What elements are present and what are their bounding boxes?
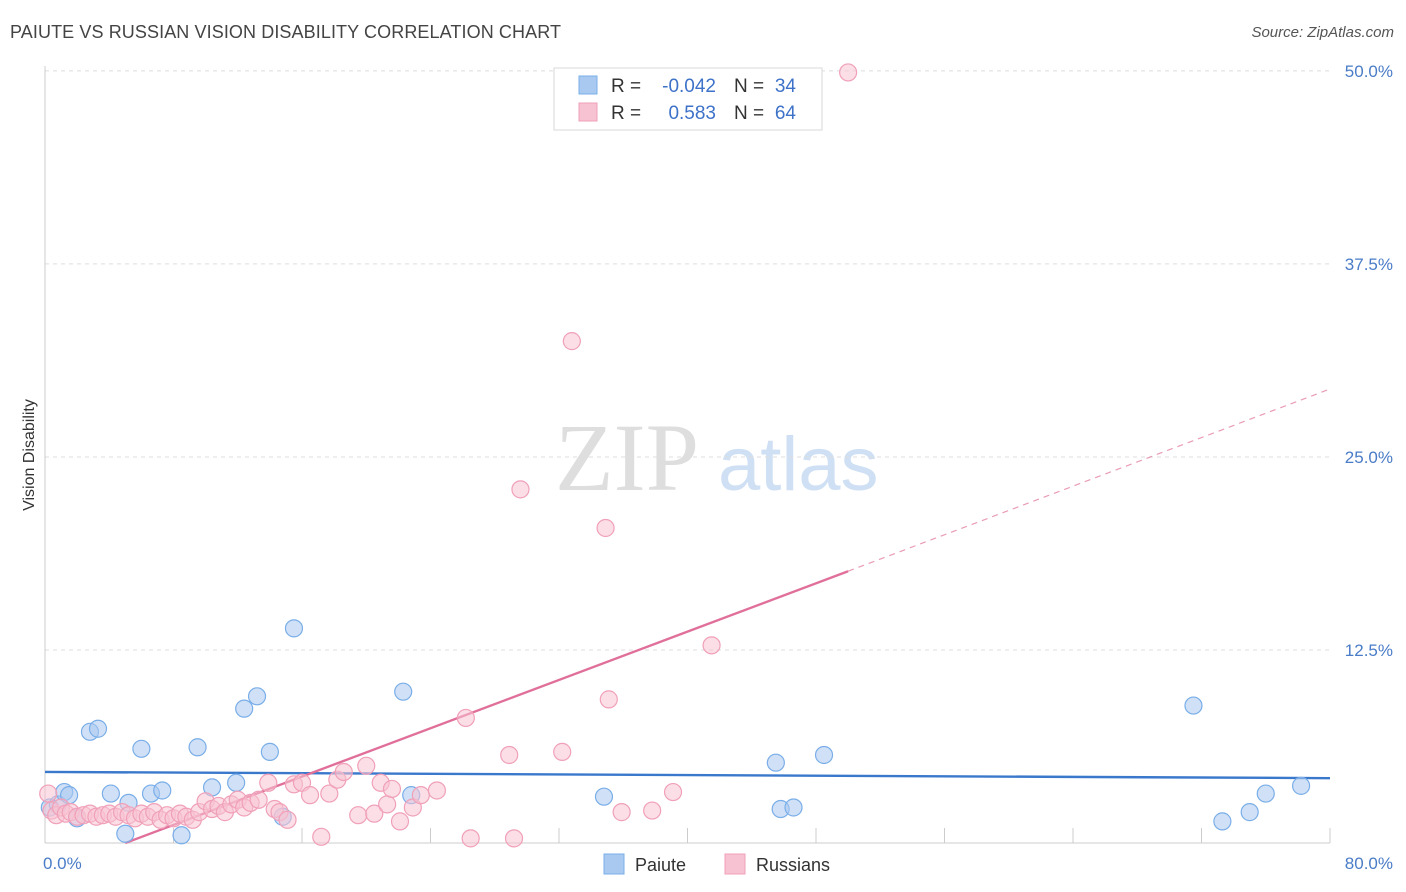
- point-paiute-12: [153, 781, 172, 800]
- legend-n-label-russians: N =: [734, 103, 764, 124]
- point-paiute-10: [132, 739, 151, 758]
- point-paiute-16: [227, 773, 246, 792]
- legend-n-value-russians: 64: [775, 103, 797, 124]
- legend-n-label-paiute: N =: [734, 76, 764, 97]
- point-russians-66: [643, 801, 662, 820]
- correlation-legend: R = -0.042 N = 34 R = 0.583 N = 64: [553, 67, 823, 131]
- point-russians-64: [599, 690, 618, 709]
- point-russians-60: [511, 480, 530, 499]
- point-russians-67: [663, 782, 683, 802]
- x-tick-labels: 0.0% 80.0%: [43, 854, 1393, 873]
- point-paiute-18: [247, 687, 267, 706]
- point-paiute-24: [594, 787, 614, 806]
- point-russians-56: [456, 708, 475, 728]
- point-russians-62: [562, 332, 581, 351]
- point-paiute-17: [235, 699, 254, 718]
- point-paiute-13: [172, 826, 191, 845]
- point-paiute-7: [101, 784, 120, 803]
- series-legend: Paiute Russians: [603, 853, 830, 875]
- point-paiute-14: [188, 738, 207, 757]
- legend-r-value-paiute: -0.042: [662, 76, 716, 97]
- y-tick-label-0: 12.5%: [1345, 641, 1393, 660]
- point-russians-55: [427, 781, 447, 800]
- legend-r-value-russians: 0.583: [668, 103, 716, 124]
- point-russians-0: [39, 784, 58, 803]
- point-russians-65: [612, 803, 631, 822]
- legend-r-label-russians: R =: [611, 103, 641, 124]
- point-russians-69: [839, 63, 858, 82]
- grid-lines: [45, 70, 1330, 651]
- x-tick-label-0: 0.0%: [43, 854, 82, 873]
- point-paiute-32: [1256, 784, 1275, 803]
- legend-swatch-russians: [578, 102, 598, 122]
- data-points: [39, 63, 1311, 848]
- point-paiute-29: [1184, 696, 1203, 715]
- point-russians-58: [500, 745, 519, 765]
- y-tick-labels: 12.5% 25.0% 37.5% 50.0%: [1345, 62, 1393, 660]
- point-russians-41: [300, 786, 320, 805]
- point-russians-38: [278, 810, 297, 829]
- point-russians-57: [461, 829, 480, 848]
- point-russians-34: [249, 790, 268, 809]
- point-russians-52: [390, 812, 410, 831]
- point-paiute-25: [766, 753, 785, 772]
- point-paiute-8: [116, 824, 135, 843]
- point-russians-45: [334, 762, 353, 782]
- point-russians-35: [259, 773, 278, 792]
- point-russians-51: [382, 779, 402, 799]
- point-paiute-27: [784, 798, 803, 817]
- point-russians-50: [378, 795, 397, 814]
- axes: [44, 66, 1331, 844]
- point-russians-59: [504, 829, 524, 848]
- point-paiute-6: [88, 719, 108, 738]
- point-paiute-33: [1291, 776, 1311, 795]
- point-russians-42: [312, 827, 331, 846]
- point-russians-54: [411, 786, 430, 805]
- legend-n-value-paiute: 34: [775, 76, 797, 97]
- y-tick-label-2: 37.5%: [1345, 255, 1393, 274]
- chart-title: PAIUTE VS RUSSIAN VISION DISABILITY CORR…: [10, 22, 562, 42]
- legend-r-label-paiute: R =: [611, 76, 641, 97]
- point-russians-68: [702, 636, 721, 655]
- point-paiute-30: [1213, 812, 1232, 831]
- point-russians-48: [365, 804, 384, 823]
- point-paiute-31: [1240, 803, 1259, 822]
- x-tick-label-1: 80.0%: [1345, 854, 1393, 873]
- y-tick-label-3: 50.0%: [1345, 62, 1393, 81]
- source-label: Source: ZipAtlas.com: [1251, 24, 1394, 41]
- bottom-legend-swatch-russians: [724, 853, 746, 875]
- point-russians-47: [357, 756, 376, 775]
- bottom-legend-label-russians: Russians: [756, 855, 830, 875]
- point-russians-43: [320, 784, 339, 803]
- point-russians-46: [349, 806, 368, 825]
- bottom-legend-label-paiute: Paiute: [635, 855, 686, 875]
- point-russians-61: [553, 742, 572, 761]
- point-russians-63: [596, 518, 615, 538]
- trend-extension-russians: [847, 388, 1331, 572]
- watermark-zip: ZIP: [555, 404, 699, 511]
- watermark-atlas: atlas: [718, 422, 879, 507]
- legend-swatch-paiute: [578, 75, 598, 95]
- y-tick-label-1: 25.0%: [1345, 448, 1393, 467]
- trend-line-paiute: [44, 770, 1331, 780]
- point-paiute-28: [814, 745, 834, 765]
- point-paiute-21: [284, 619, 304, 638]
- y-axis-label: Vision Disability: [21, 399, 38, 511]
- point-paiute-22: [394, 682, 413, 701]
- bottom-legend-swatch-paiute: [603, 853, 625, 875]
- point-paiute-19: [260, 742, 279, 761]
